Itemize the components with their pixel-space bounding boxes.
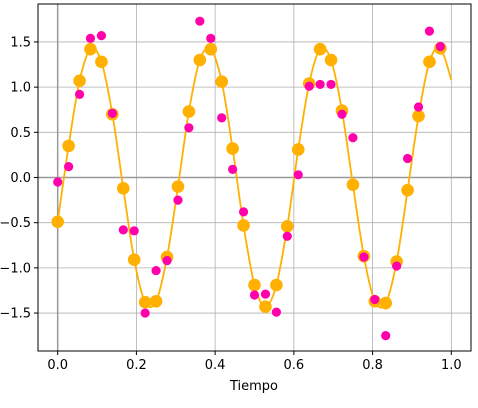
y-tick-label-2: −0.5 <box>0 216 31 231</box>
series-0-point-18 <box>248 279 261 292</box>
series-0-point-2 <box>73 75 86 88</box>
series-1-point-0 <box>53 177 62 186</box>
series-1-point-25 <box>326 80 335 89</box>
series-0-point-4 <box>95 56 108 69</box>
y-tick-label-1: −1.0 <box>0 261 31 276</box>
series-0-point-19 <box>259 300 272 313</box>
series-0-point-3 <box>84 43 97 56</box>
series-1-point-30 <box>381 331 390 340</box>
series-1-point-15 <box>217 113 226 122</box>
series-0-point-30 <box>379 297 392 310</box>
series-1-point-27 <box>348 133 357 142</box>
y-tick-label-0: −1.5 <box>0 307 31 322</box>
series-1-point-8 <box>141 308 150 317</box>
series-1-point-9 <box>151 266 160 275</box>
series-1-point-33 <box>414 102 423 111</box>
series-0-point-0 <box>51 215 64 228</box>
series-0-point-13 <box>194 54 207 67</box>
series-0-point-6 <box>117 182 130 195</box>
series-0-point-11 <box>172 180 185 193</box>
series-0-point-12 <box>183 105 196 118</box>
series-0-point-7 <box>128 253 141 266</box>
series-1-point-10 <box>162 256 171 265</box>
x-tick-label-5: 1.0 <box>441 358 462 373</box>
series-1-point-3 <box>86 34 95 43</box>
series-1-point-34 <box>425 27 434 36</box>
series-0-point-17 <box>237 219 250 232</box>
series-1-point-31 <box>392 261 401 270</box>
series-0-point-14 <box>204 43 217 56</box>
series-1-point-6 <box>119 225 128 234</box>
series-0-point-15 <box>215 75 228 88</box>
y-tick-label-6: 1.5 <box>10 35 31 50</box>
series-0-point-34 <box>423 56 436 69</box>
x-tick-label-1: 0.2 <box>126 358 147 373</box>
series-1-point-1 <box>64 162 73 171</box>
series-0-point-25 <box>325 54 338 67</box>
x-tick-label-2: 0.4 <box>205 358 226 373</box>
series-0-point-20 <box>270 279 283 292</box>
series-0-point-24 <box>314 43 327 56</box>
series-0-point-1 <box>62 140 75 153</box>
series-1-point-5 <box>108 109 117 118</box>
series-1-point-12 <box>184 123 193 132</box>
x-axis-title: Tiempo <box>229 379 278 394</box>
series-0-point-8 <box>139 296 152 309</box>
y-tick-label-4: 0.5 <box>10 126 31 141</box>
series-1-point-20 <box>272 308 281 317</box>
series-1-point-32 <box>403 154 412 163</box>
series-1-point-4 <box>97 31 106 40</box>
series-1-point-29 <box>370 295 379 304</box>
series-1-point-21 <box>283 232 292 241</box>
series-1-point-13 <box>195 17 204 26</box>
y-tick-label-5: 1.0 <box>10 81 31 96</box>
series-1-point-16 <box>228 165 237 174</box>
series-1-point-7 <box>130 226 139 235</box>
series-0-point-32 <box>401 184 414 197</box>
y-tick-label-3: 0.0 <box>10 171 31 186</box>
series-1-point-26 <box>337 110 346 119</box>
x-tick-label-4: 0.8 <box>362 358 383 373</box>
series-0-point-33 <box>412 110 425 123</box>
series-1-point-23 <box>305 82 314 91</box>
series-1-point-17 <box>239 207 248 216</box>
series-1-point-18 <box>250 290 259 299</box>
x-tick-label-0: 0.0 <box>47 358 68 373</box>
series-1-point-24 <box>316 80 325 89</box>
series-1-point-19 <box>261 289 270 298</box>
series-0-point-21 <box>281 220 294 233</box>
series-1-point-2 <box>75 90 84 99</box>
series-1-point-28 <box>359 252 368 261</box>
series-0-point-9 <box>150 295 163 308</box>
series-1-point-22 <box>294 170 303 179</box>
series-0-point-16 <box>226 142 239 155</box>
series-0-point-27 <box>347 178 360 191</box>
x-tick-label-3: 0.6 <box>284 358 305 373</box>
series-0-point-22 <box>292 143 305 156</box>
series-1-point-14 <box>206 34 215 43</box>
series-1-point-35 <box>436 42 445 51</box>
series-1-point-11 <box>173 195 182 204</box>
